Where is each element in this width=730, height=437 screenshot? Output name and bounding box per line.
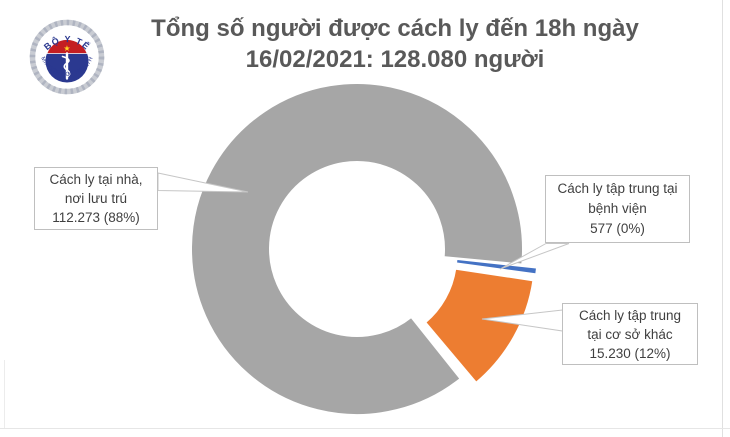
- logo-snake-icon: [61, 55, 71, 78]
- callout-box-home: Cách ly tại nhà, nơi lưu trú 112.273 (88…: [34, 167, 158, 230]
- callout-home-line1: Cách ly tại nhà,: [49, 172, 143, 187]
- logo-red-band: [46, 39, 88, 54]
- callout-pointer-hospital: [499, 243, 570, 270]
- logo-wreath-leaves: [29, 19, 105, 95]
- callout-hospital-line2: bệnh viện: [588, 201, 647, 216]
- donut-segments: [190, 82, 536, 416]
- ministry-of-health-logo: ★ BỘ Y TẾ MINISTRY OF HEALTH: [29, 19, 105, 95]
- callout-other-line1: Cách ly tập trung: [578, 307, 682, 323]
- frame-bottom-edge: [0, 428, 730, 429]
- callout-other-value: 15.230 (12%): [589, 345, 671, 361]
- donut-segment-home: [190, 82, 524, 416]
- chart-title-line2: 16/02/2021: 128.080 người: [245, 46, 545, 73]
- chart-title-line1: Tổng số người được cách ly đến 18h ngày: [151, 15, 639, 42]
- donut-segment-hospital: [457, 260, 536, 274]
- callout-hospital-value: 577 (0%): [590, 221, 645, 236]
- frame-right-edge: [722, 0, 723, 437]
- callout-home-value: 112.273 (88%): [52, 210, 140, 225]
- callout-pointer-home: [157, 172, 249, 193]
- frame-left-edge: [4, 360, 5, 428]
- callout-hospital-line1: Cách ly tập trung tại: [557, 181, 678, 196]
- chart-title: Tổng số người được cách ly đến 18h ngày …: [66, 13, 724, 75]
- callout-other-line2: tại cơ sở khác: [587, 326, 673, 342]
- callout-box-hospital: Cách ly tập trung tại bệnh viện 577 (0%): [545, 175, 690, 243]
- callout-box-other: Cách ly tập trung tại cơ sở khác 15.230 …: [562, 303, 698, 365]
- callout-home-line2: nơi lưu trú: [64, 191, 128, 206]
- logo-star-icon: ★: [63, 44, 70, 53]
